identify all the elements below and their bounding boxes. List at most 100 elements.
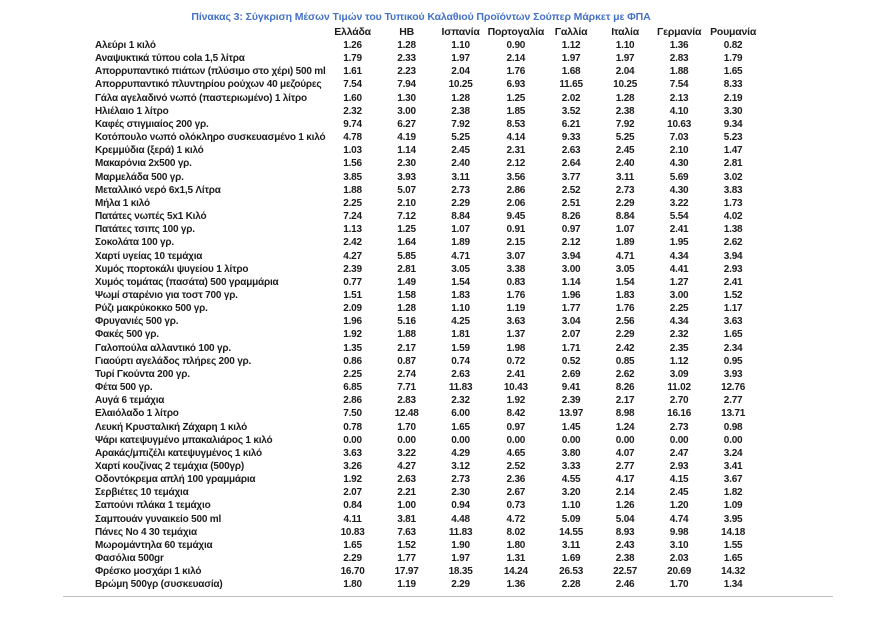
price-cell: 2.29 [451, 579, 470, 591]
product-label: Καφές στιγμιαίος 200 γρ. [95, 118, 209, 130]
price-cell: 13.71 [721, 408, 746, 420]
price-cell: 7.03 [669, 132, 689, 144]
price-cell: 3.94 [723, 250, 743, 262]
price-cell: 3.11 [451, 171, 470, 183]
document-page: Πίνακας 3: Σύγκριση Μέσων Τιμών του Τυπι… [0, 11, 884, 627]
price-cell: 16.16 [667, 408, 692, 420]
price-cell: 10.43 [503, 382, 528, 394]
price-cell: 1.58 [397, 289, 416, 301]
price-cell: 2.31 [506, 145, 526, 157]
product-label: Χυμός τομάτας (πασάτα) 500 γραμμάρια [95, 276, 279, 288]
price-cell: 2.56 [615, 316, 635, 328]
product-label: Φρυγανιές 500 γρ. [95, 316, 179, 328]
product-label: Ρύζι μακρύκοκκο 500 γρ. [95, 303, 208, 315]
table-row: Γαλοπούλα αλλαντικό 100 γρ. 1.35 2.17 1.59 1… [95, 342, 760, 355]
price-cell: 0.00 [615, 434, 635, 446]
price-cell: 1.83 [615, 289, 635, 301]
price-cell: 4.27 [343, 250, 362, 262]
price-cell: 2.07 [343, 487, 362, 499]
price-cell: 2.86 [506, 184, 526, 196]
price-cell: 2.25 [669, 303, 689, 315]
price-cell: 0.84 [343, 500, 362, 512]
price-cell: 1.30 [397, 92, 416, 104]
product-label: Γιαούρτι αγελάδος πλήρες 200 γρ. [95, 355, 252, 367]
price-cell: 2.38 [615, 553, 635, 565]
table-row: Γάλα αγελαδινό νωπό (παστεριωμένο) 1 λίτ… [95, 92, 760, 105]
price-cell: 3.67 [723, 474, 743, 486]
table-row: Φρέσκο μοσχάρι 1 κιλό 16.70 17.97 18.35 14.2… [95, 565, 760, 578]
price-cell: 2.52 [561, 184, 581, 196]
product-label: Απορρυπαντικό πλυντηρίου ρούχων 40 μεζού… [95, 79, 322, 91]
product-label: Κοτόπουλο νωπό ολόκληρο συσκευασμένο 1 κ… [95, 132, 326, 144]
price-cell: 1.73 [723, 197, 743, 209]
price-cell: 1.07 [615, 224, 635, 236]
price-cell: 17.97 [394, 566, 419, 578]
price-cell: 3.80 [561, 447, 581, 459]
price-cell: 2.13 [669, 92, 689, 104]
product-label: Γάλα αγελαδινό νωπό (παστεριωμένο) 1 λίτ… [95, 92, 307, 104]
price-cell: 1.31 [506, 553, 526, 565]
price-cell: 1.25 [506, 92, 526, 104]
price-cell: 1.61 [343, 66, 362, 78]
price-cell: 2.38 [615, 105, 635, 117]
price-cell: 8.84 [615, 211, 635, 223]
product-label: Ηλιέλαιο 1 λίτρο [95, 105, 169, 117]
price-cell: 1.14 [397, 145, 416, 157]
price-cell: 1.54 [615, 276, 635, 288]
price-cell: 1.20 [669, 500, 689, 512]
table-row: Σαμπουάν γυναικείο 500 ml 4.11 3.81 4.48 4.7… [95, 513, 760, 526]
table-row: Κοτόπουλο νωπό ολόκληρο συσκευασμένο 1 κ… [95, 131, 760, 144]
price-cell: 5.23 [723, 132, 743, 144]
price-cell: 1.65 [343, 539, 362, 551]
price-cell: 1.10 [451, 303, 470, 315]
table-row: Οδοντόκρεμα απλή 100 γραμμάρια 1.92 2.63 2.… [95, 473, 760, 486]
price-cell: 1.96 [343, 316, 362, 328]
table-row: Αυγά 6 τεμάχια 2.86 2.83 2.32 1.92 2.39 2.17 2.… [95, 394, 760, 407]
price-cell: 3.83 [723, 184, 743, 196]
table-row: Μακαρόνια 2x500 γρ. 1.56 2.30 2.40 2.12 2.64 2… [95, 157, 760, 170]
price-cell: 4.65 [506, 447, 526, 459]
table-row: Καφές στιγμιαίος 200 γρ. 9.74 6.27 7.92 8.53… [95, 118, 760, 131]
column-header: Ρουμανία [710, 26, 757, 38]
price-cell: 1.65 [723, 329, 743, 341]
table-row: Χαρτί υγείας 10 τεμάχια 4.27 5.85 4.71 3.07 3… [95, 250, 760, 263]
price-cell: 0.73 [506, 500, 526, 512]
price-cell: 2.25 [343, 197, 362, 209]
price-cell: 3.24 [723, 447, 743, 459]
price-cell: 1.28 [397, 40, 416, 51]
price-cell: 0.97 [561, 224, 581, 236]
price-cell: 1.14 [561, 276, 581, 288]
column-header: Ισπανία [441, 26, 480, 38]
price-cell: 2.23 [397, 66, 416, 78]
price-cell: 3.11 [616, 171, 635, 183]
price-cell: 2.46 [615, 579, 635, 591]
price-cell: 2.41 [506, 368, 526, 380]
price-cell: 3.63 [723, 316, 743, 328]
price-cell: 2.14 [506, 53, 526, 65]
price-cell: 1.76 [506, 289, 526, 301]
price-cell: 1.52 [723, 289, 743, 301]
product-label: Χαρτί υγείας 10 τεμάχια [95, 250, 203, 262]
price-cell: 4.17 [615, 474, 635, 486]
price-cell: 5.16 [397, 316, 416, 328]
table-row: Απορρυπαντικό πλυντηρίου ρούχων 40 μεζού… [95, 78, 760, 91]
table-row: Απορρυπαντικό πιάτων (πλύσιμο στο χέρι) … [95, 65, 760, 78]
price-cell: 0.00 [669, 434, 689, 446]
price-cell: 5.54 [669, 211, 689, 223]
price-cell: 1.56 [343, 158, 362, 170]
price-cell: 4.78 [343, 132, 362, 144]
price-cell: 1.35 [343, 342, 362, 354]
price-cell: 3.10 [669, 539, 689, 551]
price-cell: 2.73 [451, 474, 470, 486]
price-cell: 2.39 [343, 263, 362, 275]
column-header: Ιταλία [611, 26, 639, 38]
price-cell: 3.00 [561, 263, 581, 275]
price-cell: 1.49 [397, 276, 416, 288]
table-title: Πίνακας 3: Σύγκριση Μέσων Τιμών του Τυπι… [191, 11, 651, 23]
price-cell: 1.36 [669, 40, 689, 51]
table-row: Μαρμελάδα 500 γρ. 3.85 3.93 3.11 3.56 3.77 3.1… [95, 171, 760, 184]
price-cell: 5.85 [397, 250, 416, 262]
price-cell: 0.72 [506, 355, 526, 367]
price-cell: 1.77 [397, 553, 416, 565]
price-cell: 9.45 [506, 211, 526, 223]
